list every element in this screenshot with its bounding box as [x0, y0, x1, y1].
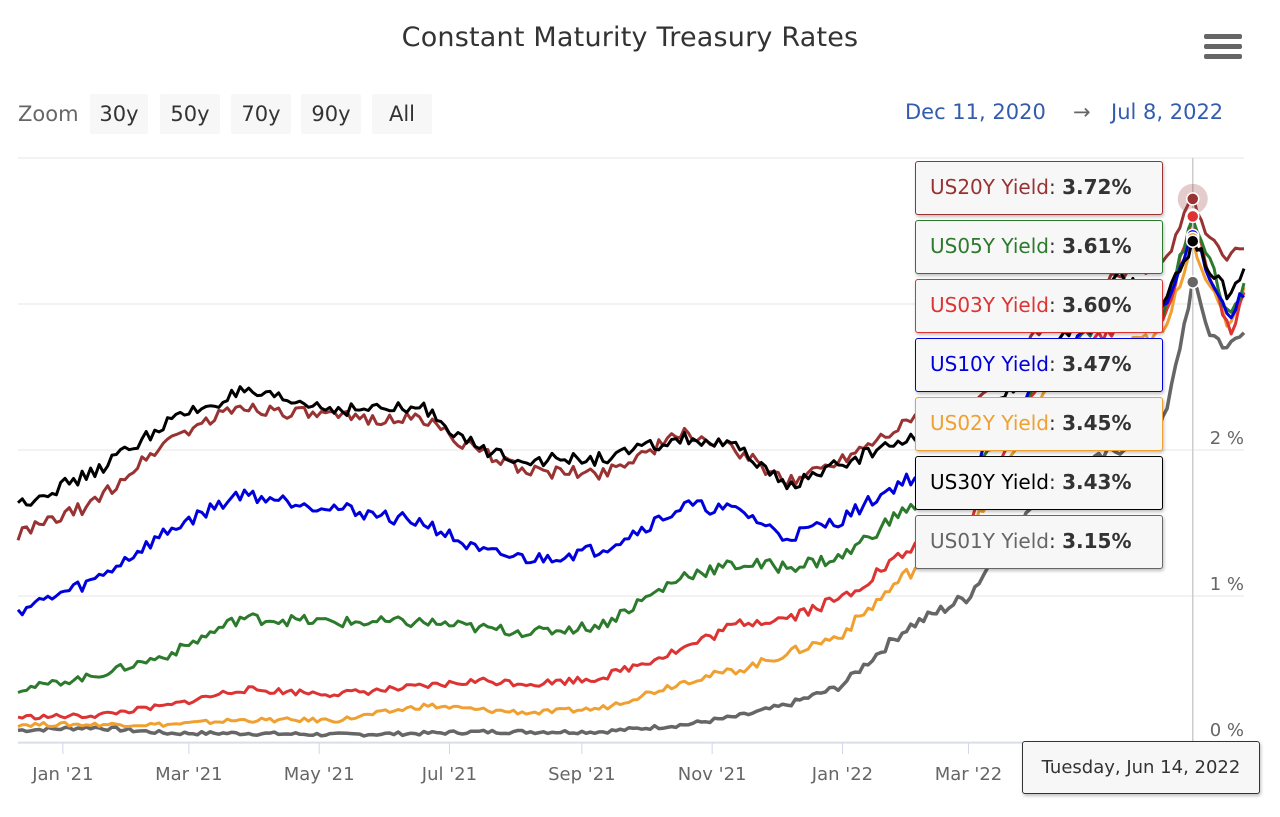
tooltip-label: US20Y Yield	[930, 175, 1049, 199]
y-tick-label: 2 %	[1210, 428, 1244, 449]
tooltip-us30y: US30Y Yield: 3.43%	[915, 456, 1163, 510]
hover-marker-us30y	[1185, 234, 1200, 248]
hover-marker-us03y	[1185, 209, 1200, 224]
tooltip-value: 3.15%	[1062, 529, 1132, 553]
x-tick-label: Sep '21	[548, 764, 616, 785]
tooltip-value: 3.43%	[1062, 470, 1132, 494]
y-tick-label: 0 %	[1210, 720, 1244, 741]
hover-date-tooltip: Tuesday, Jun 14, 2022	[1022, 741, 1260, 794]
series-line-us20y	[16, 192, 1245, 541]
zoom-90y-button[interactable]: 90y	[301, 94, 361, 134]
tooltip-label: US30Y Yield	[930, 470, 1049, 494]
range-from-input[interactable]: Dec 11, 2020	[905, 100, 1046, 124]
y-axis: 0 % 1 % 2 %	[1210, 428, 1244, 741]
tooltip-us20y: US20Y Yield: 3.72%	[915, 161, 1163, 215]
tooltip-us10y: US10Y Yield: 3.47%	[915, 338, 1163, 392]
hamburger-menu-icon[interactable]	[1204, 34, 1242, 66]
x-tick-label: May '21	[284, 764, 355, 785]
tooltip-us01y: US01Y Yield: 3.15%	[915, 515, 1163, 569]
hover-marker-us20y	[1185, 192, 1200, 206]
range-arrow: →	[1073, 100, 1091, 124]
tooltip-label: US05Y Yield	[930, 234, 1049, 258]
tooltip-label: US10Y Yield	[930, 352, 1049, 376]
tooltip-value: 3.60%	[1062, 293, 1132, 317]
range-to-input[interactable]: Jul 8, 2022	[1111, 100, 1224, 124]
x-tick-label: Jan '22	[811, 764, 873, 785]
zoom-50y-button[interactable]: 50y	[160, 94, 220, 134]
zoom-30y-button[interactable]: 30y	[90, 94, 148, 134]
x-tick-label: Jul '21	[421, 764, 477, 785]
tooltip-us02y: US02Y Yield: 3.45%	[915, 397, 1163, 451]
x-tick-label: Jan '21	[31, 764, 93, 785]
tooltip-us03y: US03Y Yield: 3.60%	[915, 279, 1163, 333]
tooltip-label: US02Y Yield	[930, 411, 1049, 435]
tooltip-label: US03Y Yield	[930, 293, 1049, 317]
hover-markers	[1177, 158, 1208, 742]
tooltip-value: 3.72%	[1062, 175, 1132, 199]
zoom-70y-button[interactable]: 70y	[231, 94, 291, 134]
chart-title: Constant Maturity Treasury Rates	[401, 22, 859, 53]
tooltip-value: 3.45%	[1062, 411, 1132, 435]
x-tick-label: Mar '21	[155, 764, 223, 785]
x-tick-label: Mar '22	[935, 764, 1003, 785]
tooltip-value: 3.47%	[1062, 352, 1132, 376]
y-tick-label: 1 %	[1210, 574, 1244, 595]
x-tick-label: Nov '21	[678, 764, 747, 785]
tooltip-us05y: US05Y Yield: 3.61%	[915, 220, 1163, 274]
zoom-all-button[interactable]: All	[372, 94, 432, 134]
tooltip-value: 3.61%	[1062, 234, 1132, 258]
hover-marker-us01y	[1185, 275, 1200, 289]
zoom-label: Zoom	[18, 102, 79, 126]
tooltip-label: US01Y Yield	[930, 529, 1049, 553]
